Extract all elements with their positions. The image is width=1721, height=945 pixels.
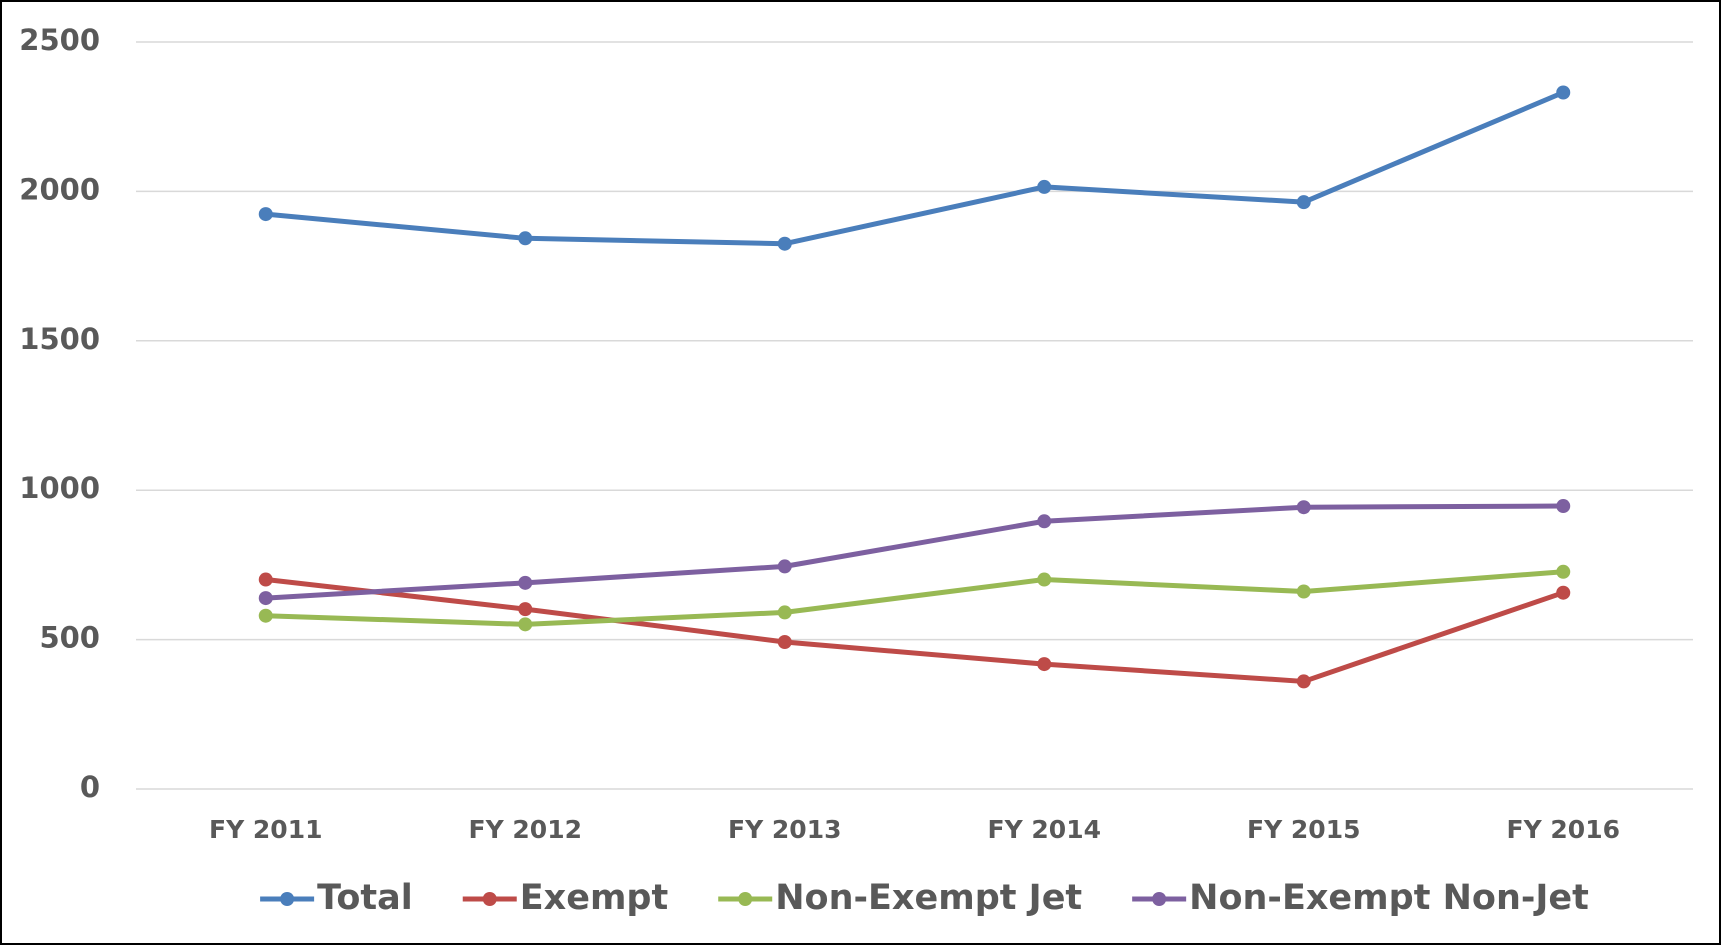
series-line (265, 569, 1564, 627)
series-line (265, 503, 1564, 601)
x-tick-label: FY 2011 (209, 815, 322, 844)
data-point (1556, 85, 1571, 100)
series-line (265, 577, 1565, 684)
x-tick-label: FY 2012 (469, 815, 582, 844)
data-point (777, 605, 792, 620)
legend-label: Total (317, 878, 413, 918)
y-tick-label: 0 (80, 770, 100, 804)
data-point (1037, 572, 1052, 587)
y-tick-label: 1000 (19, 471, 100, 505)
legend-swatch (738, 892, 753, 906)
data-point (518, 602, 533, 617)
data-point (777, 236, 792, 251)
x-tick-label: FY 2016 (1507, 815, 1620, 844)
data-point (1556, 585, 1571, 600)
y-tick-label: 2500 (19, 23, 100, 57)
y-tick-label: 500 (39, 621, 100, 655)
data-point (1556, 564, 1571, 579)
data-point (1556, 499, 1571, 514)
legend-label: Non-Exempt Non-Jet (1189, 878, 1589, 918)
data-point (1296, 584, 1311, 599)
legend-swatch (482, 892, 497, 906)
data-point (1296, 674, 1311, 689)
data-point (1037, 179, 1052, 194)
x-tick-label: FY 2015 (1247, 815, 1360, 844)
legend-swatch (280, 892, 295, 906)
x-tick-label: FY 2013 (728, 815, 841, 844)
data-point (258, 207, 273, 222)
data-point (258, 591, 273, 606)
data-point (1037, 657, 1052, 672)
y-tick-label: 2000 (19, 172, 100, 206)
data-point (1296, 195, 1311, 210)
data-point (1296, 500, 1311, 515)
data-point (518, 231, 533, 246)
legend-label: Exempt (520, 878, 668, 918)
data-point (777, 634, 792, 649)
legend: Total Exempt Non-Exempt Jet Non-Exempt Non-… (260, 878, 1589, 918)
data-point (777, 559, 792, 574)
legend-label: Non-Exempt Jet (775, 878, 1082, 918)
data-point (1037, 514, 1052, 529)
data-point (258, 608, 273, 623)
legend-swatch (1152, 892, 1167, 906)
y-tick-label: 1500 (19, 322, 100, 356)
data-point (258, 572, 273, 587)
series-line (265, 90, 1565, 247)
data-point (518, 617, 533, 632)
data-point (518, 575, 533, 590)
x-tick-label: FY 2014 (988, 815, 1101, 844)
